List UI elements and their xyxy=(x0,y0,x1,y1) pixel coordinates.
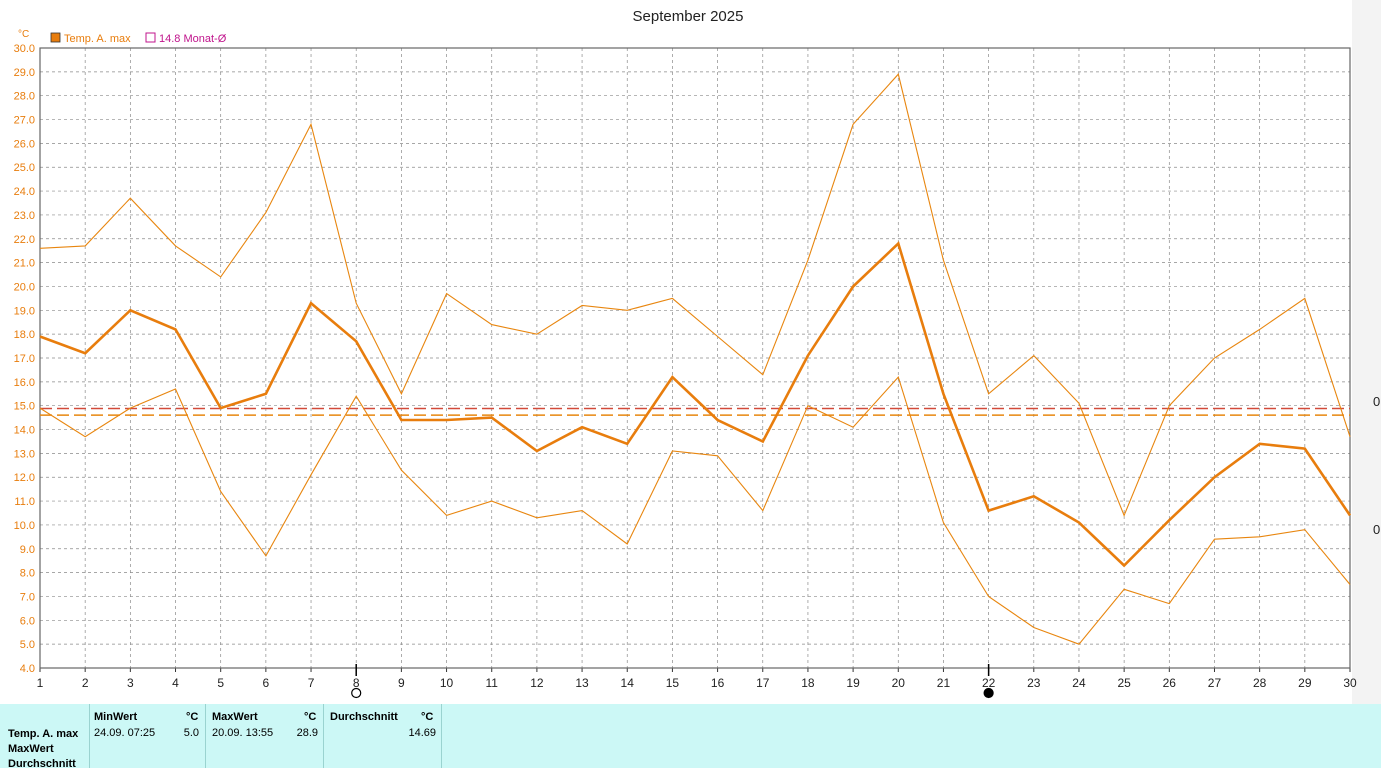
y-tick-label: 23.0 xyxy=(14,210,35,222)
x-tick-label: 10 xyxy=(440,676,454,690)
x-tick-label: 21 xyxy=(937,676,951,690)
x-tick-label: 6 xyxy=(263,676,270,690)
max-unit: °C xyxy=(304,711,317,723)
average-lines xyxy=(40,407,1350,416)
stats-divider xyxy=(323,704,324,768)
x-tick-label: 17 xyxy=(756,676,770,690)
y-tick-label: 25.0 xyxy=(14,162,35,174)
min-value: 5.0 xyxy=(183,727,199,739)
legend-swatch-temp-max xyxy=(50,32,61,43)
x-tick-label: 23 xyxy=(1027,676,1041,690)
stats-row-label: MaxWert xyxy=(8,743,54,755)
chart-title: September 2025 xyxy=(633,8,744,25)
y-tick-label: 12.0 xyxy=(14,472,35,484)
x-tick-label: 25 xyxy=(1117,676,1131,690)
stats-divider xyxy=(205,704,206,768)
max-value: 28.9 xyxy=(296,727,318,739)
right-panel-fragment: 0 xyxy=(1373,522,1381,537)
x-tick-label: 3 xyxy=(127,676,134,690)
y-tick-label: 17.0 xyxy=(14,353,35,365)
x-tick-label: 27 xyxy=(1208,676,1222,690)
right-panel-edge xyxy=(1352,0,1381,704)
y-tick-label: 24.0 xyxy=(14,186,35,198)
y-tick-label: 9.0 xyxy=(20,544,35,556)
y-tick-label: 27.0 xyxy=(14,115,35,127)
min-when: 24.09. 07:25 xyxy=(94,727,156,739)
x-tick-label: 30 xyxy=(1343,676,1357,690)
y-tick-label: 26.0 xyxy=(14,138,35,150)
stats-divider xyxy=(89,704,90,768)
stats-row-label: Durchschnitt xyxy=(8,758,76,770)
y-tick-label: 7.0 xyxy=(20,591,35,603)
plot-frame xyxy=(39,47,1351,669)
y-tick-label: 5.0 xyxy=(20,639,35,651)
statistics-panel: Temp. A. max MaxWert Durchschnitt MinWer… xyxy=(0,704,1381,770)
x-tick-label: 22 xyxy=(982,676,996,690)
x-tick-label: 19 xyxy=(846,676,860,690)
max-header: MaxWert xyxy=(212,711,258,723)
y-tick-label: 16.0 xyxy=(14,377,35,389)
series-lines xyxy=(39,73,1352,645)
x-tick-label: 5 xyxy=(217,676,224,690)
stats-row-label: Temp. A. max xyxy=(8,728,79,740)
y-tick-label: 21.0 xyxy=(14,258,35,270)
y-tick-label: 14.0 xyxy=(14,425,35,437)
x-tick-label: 1 xyxy=(37,676,44,690)
x-tick-label: 13 xyxy=(575,676,589,690)
min-header: MinWert xyxy=(94,711,138,723)
avg-unit: °C xyxy=(421,711,434,723)
y-tick-label: 22.0 xyxy=(14,234,35,246)
right-panel-fragment: 0 xyxy=(1373,394,1381,409)
new-moon-icon xyxy=(983,687,994,699)
legend-label-monthly-avg: 14.8 Monat-Ø xyxy=(159,33,227,45)
upper-range-line xyxy=(39,73,1351,517)
x-tick-label: 7 xyxy=(308,676,315,690)
y-tick-label: 19.0 xyxy=(14,305,35,317)
x-tick-label: 9 xyxy=(398,676,405,690)
y-tick-label: 13.0 xyxy=(14,448,35,460)
x-tick-label: 20 xyxy=(892,676,906,690)
y-tick-label: 6.0 xyxy=(20,615,35,627)
temp-max-line xyxy=(39,241,1352,568)
y-tick-label: 11.0 xyxy=(14,496,35,508)
lower-range-line xyxy=(39,376,1351,645)
y-tick-label: 8.0 xyxy=(20,568,35,580)
axes: 4.05.06.07.08.09.010.011.012.013.014.015… xyxy=(14,43,1357,690)
full-moon-icon xyxy=(351,687,362,699)
x-tick-label: 11 xyxy=(485,676,498,690)
x-tick-label: 24 xyxy=(1072,676,1086,690)
x-tick-label: 12 xyxy=(530,676,544,690)
avg-header: Durchschnitt xyxy=(330,711,398,723)
x-tick-label: 15 xyxy=(666,676,680,690)
y-tick-label: 28.0 xyxy=(14,91,35,103)
x-tick-label: 8 xyxy=(353,676,360,690)
y-tick-label: 4.0 xyxy=(20,663,35,675)
y-tick-label: 20.0 xyxy=(14,281,35,293)
y-tick-label: 18.0 xyxy=(14,329,35,341)
x-tick-label: 18 xyxy=(801,676,815,690)
x-tick-label: 29 xyxy=(1298,676,1312,690)
y-tick-label: 15.0 xyxy=(14,401,35,413)
stats-divider xyxy=(441,704,442,768)
x-tick-label: 28 xyxy=(1253,676,1267,690)
avg-value: 14.69 xyxy=(408,727,436,739)
x-tick-label: 14 xyxy=(621,676,635,690)
y-tick-label: 29.0 xyxy=(14,67,35,79)
y-tick-label: 30.0 xyxy=(14,43,35,55)
max-when: 20.09. 13:55 xyxy=(212,727,274,739)
y-axis-unit: °C xyxy=(18,29,29,40)
moon-markers xyxy=(351,664,994,699)
x-tick-label: 16 xyxy=(711,676,725,690)
temperature-chart: September 2025 °C Temp. A. max 14.8 Mona… xyxy=(14,8,1357,699)
legend: Temp. A. max 14.8 Monat-Ø xyxy=(50,32,227,45)
min-unit: °C xyxy=(186,711,199,723)
y-tick-label: 10.0 xyxy=(14,520,35,532)
legend-swatch-monthly-avg xyxy=(145,32,156,43)
x-tick-label: 2 xyxy=(82,676,89,690)
grid xyxy=(40,48,1350,668)
x-tick-label: 4 xyxy=(172,676,179,690)
x-tick-label: 26 xyxy=(1163,676,1177,690)
legend-label-temp-max: Temp. A. max xyxy=(64,33,131,45)
